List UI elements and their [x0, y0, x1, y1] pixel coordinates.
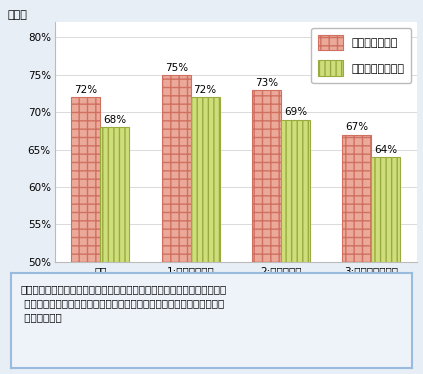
Bar [71, 97, 100, 262]
Text: 68%: 68% [103, 115, 126, 125]
Bar [281, 120, 310, 262]
Text: 72%: 72% [74, 85, 97, 95]
Bar [162, 75, 191, 262]
Bar [100, 127, 129, 262]
Bar [371, 157, 400, 262]
Legend: 話し合っている, 話し合っていない: 話し合っている, 話し合っていない [311, 28, 411, 83]
Text: 72%: 72% [194, 85, 217, 95]
Text: 73%: 73% [255, 77, 278, 88]
Bar [342, 135, 371, 262]
Text: 正答率: 正答率 [8, 10, 28, 20]
Text: 75%: 75% [165, 62, 188, 73]
Bar [191, 97, 220, 262]
Text: 69%: 69% [284, 107, 307, 117]
Text: 67%: 67% [345, 122, 368, 132]
Text: ・家庭でインターネット上のリスクについて話し合いをしている青少年の
 正答率が、話し合いをしていない青少年よりいずれの分野においても正
 答率が高い。: ・家庭でインターネット上のリスクについて話し合いをしている青少年の 正答率が、話… [21, 285, 227, 322]
Text: 64%: 64% [374, 145, 397, 155]
Bar [252, 90, 281, 262]
